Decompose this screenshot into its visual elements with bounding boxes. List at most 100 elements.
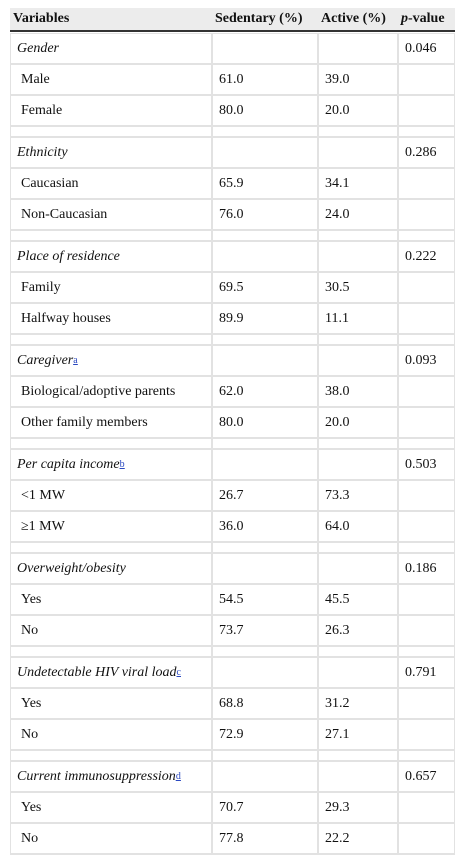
empty-cell bbox=[212, 241, 318, 272]
spacer-cell bbox=[398, 438, 455, 449]
empty-cell bbox=[318, 449, 398, 480]
spacer-cell bbox=[212, 230, 318, 241]
header-cell: Variables bbox=[10, 8, 212, 32]
row-label-text: Yes bbox=[21, 799, 42, 815]
header-cell: Sedentary (%) bbox=[212, 8, 318, 32]
row-label-text: No bbox=[21, 726, 39, 742]
active-value-text: 27.1 bbox=[325, 726, 350, 742]
group-label: Current immunosuppression d bbox=[10, 761, 212, 792]
sedentary-value: 80.0 bbox=[212, 95, 318, 126]
group-label: Overweight/obesity bbox=[10, 553, 212, 584]
p-value-text: 0.657 bbox=[405, 768, 437, 784]
p-value: 0.503 bbox=[398, 449, 455, 480]
header-italic: p bbox=[401, 11, 408, 26]
spacer-cell bbox=[212, 438, 318, 449]
empty-cell bbox=[212, 449, 318, 480]
sedentary-value: 36.0 bbox=[212, 511, 318, 542]
group-label: Caregiver a bbox=[10, 345, 212, 376]
empty-cell bbox=[398, 688, 455, 719]
sedentary-value: 61.0 bbox=[212, 64, 318, 95]
empty-cell bbox=[318, 761, 398, 792]
spacer-cell bbox=[318, 646, 398, 657]
row-label: Family bbox=[10, 272, 212, 303]
sedentary-value-text: 62.0 bbox=[219, 383, 244, 399]
sedentary-value-text: 68.8 bbox=[219, 695, 244, 711]
sedentary-value: 77.8 bbox=[212, 823, 318, 854]
active-value: 45.5 bbox=[318, 584, 398, 615]
spacer-cell bbox=[212, 126, 318, 137]
row-label: Yes bbox=[10, 792, 212, 823]
group-label-text: Place of residence bbox=[17, 248, 120, 264]
sedentary-value: 76.0 bbox=[212, 199, 318, 230]
sedentary-value-text: 65.9 bbox=[219, 175, 244, 191]
group-label: Ethnicity bbox=[10, 137, 212, 168]
spacer-cell bbox=[318, 126, 398, 137]
row-label-text: Yes bbox=[21, 695, 42, 711]
empty-cell bbox=[212, 33, 318, 64]
spacer-cell bbox=[10, 230, 212, 241]
sedentary-value-text: 54.5 bbox=[219, 591, 244, 607]
row-label: Yes bbox=[10, 688, 212, 719]
group-label: Per capita income b bbox=[10, 449, 212, 480]
empty-cell bbox=[318, 345, 398, 376]
group-label-text: Overweight/obesity bbox=[17, 560, 126, 576]
empty-cell bbox=[212, 657, 318, 688]
spacer-cell bbox=[398, 334, 455, 345]
active-value-text: 26.3 bbox=[325, 622, 350, 638]
active-value-text: 31.2 bbox=[325, 695, 350, 711]
group-label-text: Gender bbox=[17, 40, 59, 56]
spacer-cell bbox=[398, 230, 455, 241]
empty-cell bbox=[318, 137, 398, 168]
active-value-text: 20.0 bbox=[325, 414, 350, 430]
row-label-text: Male bbox=[21, 71, 50, 87]
empty-cell bbox=[398, 792, 455, 823]
active-value: 64.0 bbox=[318, 511, 398, 542]
row-label: No bbox=[10, 823, 212, 854]
active-value-text: 22.2 bbox=[325, 830, 350, 846]
spacer-cell bbox=[212, 542, 318, 553]
footnote-ref: c bbox=[177, 667, 181, 678]
group-label-text: Current immunosuppression bbox=[17, 768, 176, 784]
empty-cell bbox=[398, 168, 455, 199]
row-label: Non-Caucasian bbox=[10, 199, 212, 230]
p-value: 0.186 bbox=[398, 553, 455, 584]
footnote-ref: d bbox=[176, 771, 181, 782]
header-cell-text: Active (%) bbox=[321, 11, 386, 26]
sedentary-value: 89.9 bbox=[212, 303, 318, 334]
spacer-cell bbox=[212, 334, 318, 345]
group-label-text: Undetectable HIV viral load bbox=[17, 664, 177, 680]
spacer-cell bbox=[318, 230, 398, 241]
footnote-link[interactable]: a bbox=[73, 355, 78, 366]
footnote-link[interactable]: d bbox=[175, 771, 181, 782]
empty-cell bbox=[398, 64, 455, 95]
footnote-link[interactable]: c bbox=[176, 667, 181, 678]
row-label: Other family members bbox=[10, 407, 212, 438]
header-cell-text: Variables bbox=[13, 11, 70, 26]
row-label: ≥1 MW bbox=[10, 511, 212, 542]
active-value-text: 38.0 bbox=[325, 383, 350, 399]
active-value-text: 11.1 bbox=[325, 310, 349, 326]
footnote-link[interactable]: b bbox=[119, 459, 125, 470]
row-label-text: Family bbox=[21, 279, 61, 295]
sedentary-value-text: 69.5 bbox=[219, 279, 244, 295]
empty-cell bbox=[398, 272, 455, 303]
header-cell: Active (%) bbox=[318, 8, 398, 32]
sedentary-value-text: 77.8 bbox=[219, 830, 244, 846]
empty-cell bbox=[398, 584, 455, 615]
empty-cell bbox=[398, 511, 455, 542]
sedentary-value: 68.8 bbox=[212, 688, 318, 719]
spacer-cell bbox=[10, 438, 212, 449]
empty-cell bbox=[212, 345, 318, 376]
row-label-text: No bbox=[21, 830, 39, 846]
active-value: 22.2 bbox=[318, 823, 398, 854]
p-value: 0.286 bbox=[398, 137, 455, 168]
spacer-cell bbox=[398, 126, 455, 137]
sedentary-value: 62.0 bbox=[212, 376, 318, 407]
group-label-text: Caregiver bbox=[17, 352, 74, 368]
empty-cell bbox=[398, 95, 455, 126]
spacer-cell bbox=[318, 334, 398, 345]
active-value: 38.0 bbox=[318, 376, 398, 407]
active-value-text: 64.0 bbox=[325, 518, 350, 534]
active-value-text: 29.3 bbox=[325, 799, 350, 815]
sedentary-value-text: 89.9 bbox=[219, 310, 244, 326]
